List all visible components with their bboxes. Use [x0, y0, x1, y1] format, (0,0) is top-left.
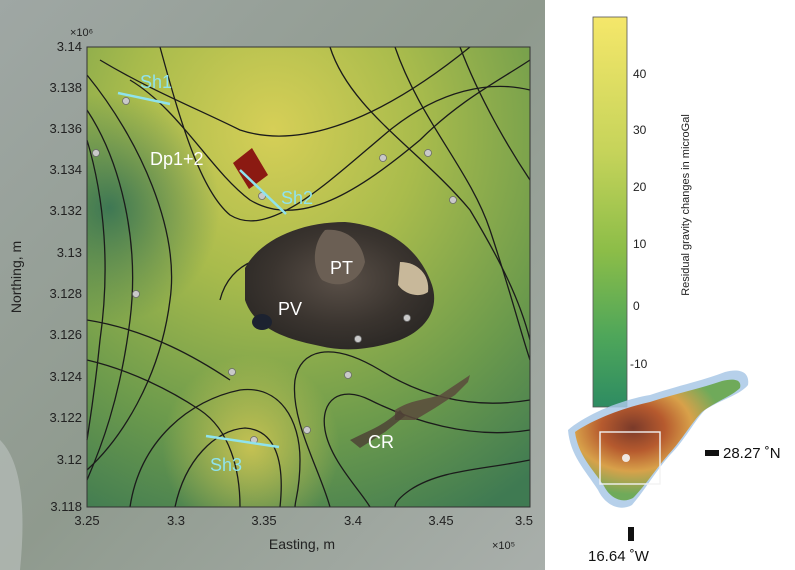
- y-exponent: ×10⁶: [70, 27, 93, 39]
- y-tick-label: 3.134: [49, 162, 82, 177]
- x-tick-label: 3.45: [428, 513, 453, 528]
- station: [424, 149, 432, 157]
- colorbar-tick: 10: [633, 237, 647, 251]
- y-tick-label: 3.13: [57, 245, 82, 260]
- contour-line: [86, 139, 106, 441]
- x-tick-label: 3.3: [167, 513, 185, 528]
- contour-line: [323, 393, 531, 508]
- deposit-dp1-2: [233, 148, 268, 189]
- colorbar-tick: 20: [633, 180, 647, 194]
- contour-line: [459, 46, 531, 181]
- profile-sh2-line: [239, 169, 287, 215]
- profile-sh3-line: [205, 434, 280, 449]
- colorbar-label: Residual gravity changes in microGal: [680, 114, 692, 296]
- station: [403, 314, 411, 322]
- map-frame: [86, 46, 531, 508]
- y-tick-label: 3.124: [49, 369, 82, 384]
- x-tick-label: 3.35: [251, 513, 276, 528]
- site-label-dp: Dp1+2: [150, 149, 204, 169]
- contour-line: [86, 109, 134, 481]
- x-tick-label: 3.4: [344, 513, 362, 528]
- y-tick-label: 3.14: [57, 39, 82, 54]
- y-tick-label: 3.136: [49, 121, 82, 136]
- inset-study-area-box: [599, 431, 661, 485]
- gravity-map: Sh1 Sh2 Sh3 Dp1+2 PT PV CR: [86, 46, 531, 508]
- las-canadas-caldera: [245, 222, 435, 350]
- teide-summit: [314, 229, 365, 285]
- y-axis-label: Northing, m: [8, 241, 24, 313]
- profile-sh1-label: Sh1: [140, 72, 172, 92]
- contour-line: [99, 46, 471, 137]
- y-tick-label: 3.126: [49, 327, 82, 342]
- rift-ridge: [395, 375, 470, 420]
- contour-line: [293, 351, 531, 508]
- contour-line: [86, 319, 231, 381]
- profile-sh3-label: Sh3: [210, 455, 242, 475]
- pale-lava-patch: [398, 262, 429, 296]
- colorbar-tick: 30: [633, 123, 647, 137]
- profile-sh1-line: [117, 91, 171, 106]
- y-tick-label: 3.128: [49, 286, 82, 301]
- colorbar: 40 30 20 10 0 -10 Residual gravity chang…: [592, 16, 692, 408]
- station: [344, 371, 352, 379]
- y-tick-label: 3.132: [49, 203, 82, 218]
- station: [92, 149, 100, 157]
- x-axis: 3.25 3.3 3.35 3.4 3.45 3.5 Easting, m ×1…: [74, 513, 533, 552]
- colorbar-tick: 0: [633, 299, 640, 313]
- contour-line: [159, 46, 531, 222]
- site-label-pt: PT: [330, 258, 353, 278]
- inset-summit: [622, 454, 630, 462]
- station: [354, 335, 362, 343]
- contour-line: [129, 388, 301, 508]
- station: [379, 154, 387, 162]
- contour-line: [329, 46, 531, 341]
- y-tick-label: 3.138: [49, 80, 82, 95]
- y-axis: 3.14 3.138 3.136 3.134 3.132 3.13 3.128 …: [8, 27, 93, 514]
- coastline-patch: [0, 440, 23, 570]
- station: [303, 426, 311, 434]
- contour-line: [394, 459, 531, 508]
- inset-lon-marker: [628, 527, 634, 541]
- inset-lat-marker: [705, 450, 719, 456]
- x-tick-label: 3.5: [515, 513, 533, 528]
- contour-line: [394, 46, 531, 361]
- station: [132, 290, 140, 298]
- inset-lat-label: 28.27 ˚N: [723, 445, 781, 462]
- profile-sh2-label: Sh2: [281, 188, 313, 208]
- y-tick-label: 3.118: [50, 499, 82, 514]
- x-tick-label: 3.25: [74, 513, 99, 528]
- colorbar-tick: 40: [633, 67, 647, 81]
- inset-lon-label: 16.64 ˚W: [588, 548, 650, 565]
- contour-line: [86, 359, 241, 508]
- y-tick-label: 3.122: [49, 410, 82, 425]
- inset-map: 28.27 ˚N 16.64 ˚W: [568, 370, 781, 565]
- site-label-pv: PV: [278, 299, 302, 319]
- x-axis-label: Easting, m: [269, 536, 335, 552]
- inset-island: [575, 379, 741, 501]
- station: [122, 97, 130, 105]
- y-tick-label: 3.12: [57, 452, 82, 467]
- rift-ridge: [350, 410, 405, 448]
- contour-lines: [86, 46, 531, 508]
- contour-line: [129, 59, 531, 211]
- dark-lava-patch: [252, 314, 272, 330]
- station: [449, 196, 457, 204]
- colorbar-tick: -10: [630, 357, 648, 371]
- profiles: [117, 91, 287, 449]
- colorbar-scale: [592, 16, 628, 408]
- contour-line: [174, 427, 282, 508]
- contour-line: [86, 74, 173, 471]
- site-label-cr: CR: [368, 432, 394, 452]
- station: [228, 368, 236, 376]
- x-exponent: ×10⁵: [492, 540, 515, 552]
